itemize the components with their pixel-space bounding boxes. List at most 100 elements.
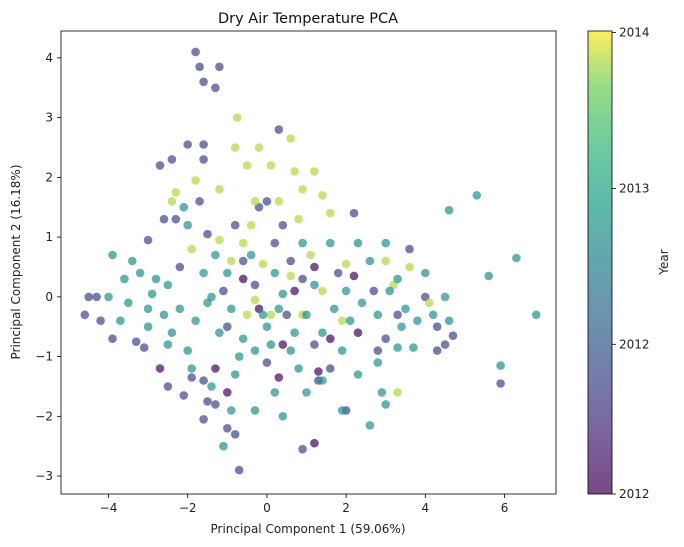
data-point — [167, 155, 177, 164]
data-point — [167, 197, 177, 206]
data-point — [357, 298, 367, 308]
data-point — [484, 271, 494, 281]
data-point — [159, 214, 169, 224]
data-point — [381, 334, 391, 344]
data-point — [92, 292, 101, 302]
data-point — [302, 388, 311, 397]
data-point — [215, 328, 224, 338]
data-point — [262, 358, 272, 367]
colorbar-tick-label: 2013 — [619, 181, 650, 195]
data-point — [318, 376, 327, 385]
data-point — [314, 367, 323, 376]
data-point — [349, 208, 359, 218]
data-point — [227, 256, 236, 266]
data-point — [286, 134, 296, 143]
data-point — [211, 364, 220, 373]
y-tick-label: 1 — [45, 230, 53, 244]
data-point — [286, 271, 296, 281]
data-point — [203, 397, 212, 406]
data-point — [199, 415, 208, 424]
data-point — [373, 310, 383, 320]
y-tick-label: −2 — [35, 409, 53, 423]
chart-title: Dry Air Temperature PCA — [218, 11, 398, 27]
data-point — [286, 346, 296, 355]
data-point — [254, 143, 264, 152]
data-point — [232, 113, 242, 122]
data-point — [270, 268, 280, 278]
data-point — [207, 382, 216, 391]
data-point — [179, 391, 189, 400]
x-tick-label: 2 — [342, 501, 350, 515]
data-point — [428, 310, 438, 320]
y-axis-label: Principal Component 2 (16.18%) — [9, 165, 23, 360]
data-point — [432, 346, 442, 355]
data-point — [262, 197, 272, 206]
data-point — [393, 388, 402, 397]
data-point — [238, 274, 248, 284]
data-point — [223, 322, 232, 332]
data-point — [139, 343, 149, 352]
data-point — [270, 388, 280, 397]
data-point — [171, 188, 181, 197]
data-point — [440, 340, 450, 349]
data-point — [250, 295, 260, 305]
data-point — [353, 328, 363, 338]
data-point — [227, 304, 236, 314]
data-point — [230, 220, 240, 230]
data-points — [80, 47, 541, 475]
data-point — [258, 259, 268, 269]
data-point — [318, 191, 327, 200]
data-point — [326, 364, 335, 373]
data-point — [266, 310, 276, 320]
data-point — [448, 331, 458, 341]
data-point — [227, 406, 236, 415]
data-point — [397, 322, 406, 332]
data-point — [266, 161, 276, 170]
data-point — [381, 256, 391, 266]
x-tick-label: 4 — [421, 501, 429, 515]
data-point — [183, 220, 192, 230]
data-point — [211, 250, 220, 260]
data-point — [187, 244, 196, 254]
data-point — [341, 259, 351, 269]
data-point — [381, 238, 391, 248]
data-point — [278, 340, 288, 349]
data-point — [286, 256, 296, 266]
data-point — [337, 316, 347, 326]
data-point — [377, 388, 387, 397]
data-point — [274, 373, 284, 382]
data-point — [159, 310, 169, 320]
data-point — [413, 316, 422, 326]
data-point — [298, 185, 307, 194]
data-point — [496, 361, 505, 370]
data-point — [135, 268, 145, 278]
data-point — [329, 304, 339, 314]
data-point — [120, 274, 129, 284]
data-point — [310, 340, 319, 349]
data-point — [353, 370, 363, 379]
data-point — [250, 280, 260, 290]
data-point — [195, 62, 204, 72]
data-point — [211, 83, 220, 93]
data-point — [258, 310, 268, 320]
data-point — [337, 406, 347, 415]
data-point — [294, 364, 303, 373]
data-point — [223, 424, 232, 433]
data-point — [333, 268, 343, 278]
data-point — [405, 262, 414, 272]
plot-frame — [60, 30, 557, 495]
data-point — [298, 274, 307, 284]
data-point — [171, 214, 181, 224]
data-point — [84, 292, 93, 302]
x-tick-label: 6 — [501, 501, 509, 515]
data-point — [290, 328, 299, 338]
data-point — [444, 205, 454, 215]
data-point — [496, 379, 505, 388]
data-point — [365, 256, 375, 266]
data-point — [278, 412, 288, 421]
data-point — [432, 322, 442, 332]
data-point — [242, 161, 252, 170]
data-point — [155, 364, 165, 373]
data-point — [195, 197, 204, 206]
data-point — [124, 298, 133, 308]
